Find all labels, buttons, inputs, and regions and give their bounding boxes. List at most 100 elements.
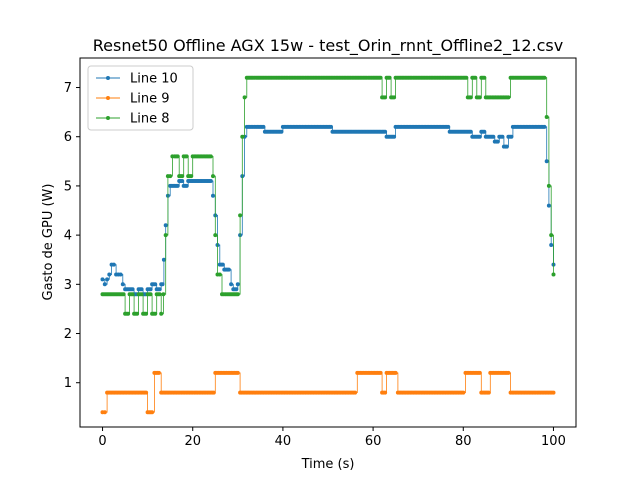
series-point-line-8 — [240, 134, 245, 139]
axes-frame — [79, 57, 577, 428]
series-point-line-8 — [163, 233, 168, 238]
series-point-line-10 — [180, 179, 185, 183]
legend-label-line-9: Line 9 — [130, 92, 170, 107]
series-point-line-9 — [353, 390, 358, 395]
series-point-line-8 — [208, 154, 213, 159]
series-point-line-10 — [500, 134, 505, 139]
series-point-line-8 — [139, 292, 144, 297]
series-point-line-8 — [153, 311, 158, 316]
series-point-line-8 — [211, 174, 215, 179]
series-point-line-10 — [100, 277, 105, 282]
series-point-line-8 — [157, 292, 162, 297]
series-point-line-10 — [235, 282, 240, 287]
y-tick-label: 6 — [64, 130, 72, 145]
series-point-line-8 — [168, 174, 173, 179]
series-point-line-10 — [163, 223, 168, 228]
series-point-line-8 — [387, 75, 392, 80]
series-point-line-10 — [175, 183, 180, 188]
series-point-line-10 — [329, 124, 333, 129]
series-point-line-8 — [135, 311, 140, 316]
series-point-line-8 — [549, 233, 554, 238]
series-point-line-10 — [226, 267, 231, 272]
series-point-line-8 — [473, 75, 478, 80]
series-point-line-8 — [180, 174, 185, 179]
series-point-line-8 — [546, 183, 551, 188]
series-point-line-8 — [238, 213, 243, 218]
y-tick-label: 5 — [64, 179, 72, 194]
series-point-line-8 — [148, 292, 153, 297]
series-point-line-10 — [211, 193, 215, 198]
legend-marker-line-10 — [106, 76, 110, 80]
x-tick-label: 0 — [98, 434, 106, 449]
series-point-line-10 — [279, 129, 284, 134]
series-point-line-9 — [477, 370, 482, 375]
y-tick-label: 1 — [64, 376, 72, 391]
y-axis-label: Gasto de GPU (W) — [41, 184, 56, 301]
series-point-line-8 — [242, 95, 247, 100]
x-tick-label: 20 — [184, 434, 201, 449]
legend-label-line-8: Line 8 — [130, 112, 170, 127]
series-point-line-9 — [486, 390, 491, 395]
series-point-line-10 — [468, 129, 473, 134]
y-tick-label: 4 — [64, 229, 72, 244]
series-point-line-8 — [506, 95, 511, 100]
axes: 0 20 40 60 80 100 1 2 3 4 5 6 7 — [64, 57, 577, 449]
series-point-line-10 — [139, 287, 144, 292]
series-point-line-9 — [461, 390, 466, 395]
series-point-line-8 — [175, 154, 180, 159]
plot-area — [100, 75, 556, 415]
series-point-line-8 — [482, 75, 487, 80]
series-point-line-8 — [477, 95, 482, 100]
series-point-line-8 — [189, 174, 194, 179]
series-point-line-10 — [107, 272, 112, 277]
legend-label-line-10: Line 10 — [130, 72, 178, 87]
series-point-line-10 — [261, 124, 266, 129]
series-point-line-10 — [477, 134, 482, 139]
series-point-line-8 — [235, 292, 240, 297]
series-point-line-9 — [156, 370, 161, 375]
series-point-line-10 — [542, 124, 547, 129]
series-point-line-9 — [235, 370, 240, 375]
series-point-line-8 — [213, 233, 218, 238]
series-point-line-10 — [491, 134, 496, 139]
series-point-line-10 — [161, 257, 166, 262]
x-tick-label: 80 — [455, 434, 472, 449]
series-point-line-10 — [392, 134, 397, 139]
series-point-line-8 — [468, 95, 473, 100]
series-point-line-10 — [160, 282, 165, 287]
series-point-line-10 — [120, 282, 125, 287]
x-tick-label: 100 — [541, 434, 566, 449]
series-point-line-10 — [153, 282, 158, 287]
series-point-line-8 — [161, 292, 166, 297]
series-point-line-8 — [383, 95, 388, 100]
legend-marker-line-9 — [106, 96, 110, 100]
y-tick-label: 3 — [64, 278, 72, 293]
legend: Line 10 Line 9 Line 8 — [87, 65, 194, 131]
series-point-line-9 — [211, 390, 216, 395]
series-point-line-8 — [121, 292, 126, 297]
legend-marker-line-8 — [106, 116, 110, 120]
series-point-line-10 — [234, 287, 239, 292]
x-tick-label: 40 — [275, 434, 292, 449]
series-point-line-10 — [495, 139, 500, 144]
series-point-line-8 — [144, 311, 149, 316]
series-point-line-10 — [148, 287, 153, 292]
series-point-line-10 — [549, 243, 554, 247]
series-point-line-8 — [184, 154, 189, 159]
series-point-line-10 — [504, 144, 509, 149]
series-point-line-10 — [509, 134, 514, 139]
y-tick-label: 2 — [64, 327, 72, 342]
y-tick-label: 7 — [64, 81, 72, 96]
series-point-line-10 — [118, 272, 123, 277]
series-point-line-10 — [130, 287, 135, 292]
x-tick-label: 60 — [365, 434, 382, 449]
series-point-line-10 — [105, 277, 110, 282]
series-point-line-8 — [159, 311, 164, 316]
series-point-line-9 — [393, 370, 398, 375]
series-point-line-10 — [446, 124, 451, 129]
x-axis-label: Time (s) — [301, 457, 355, 472]
series-point-line-10 — [482, 129, 487, 134]
series-point-line-9 — [383, 390, 388, 395]
series-point-line-10 — [220, 262, 225, 267]
